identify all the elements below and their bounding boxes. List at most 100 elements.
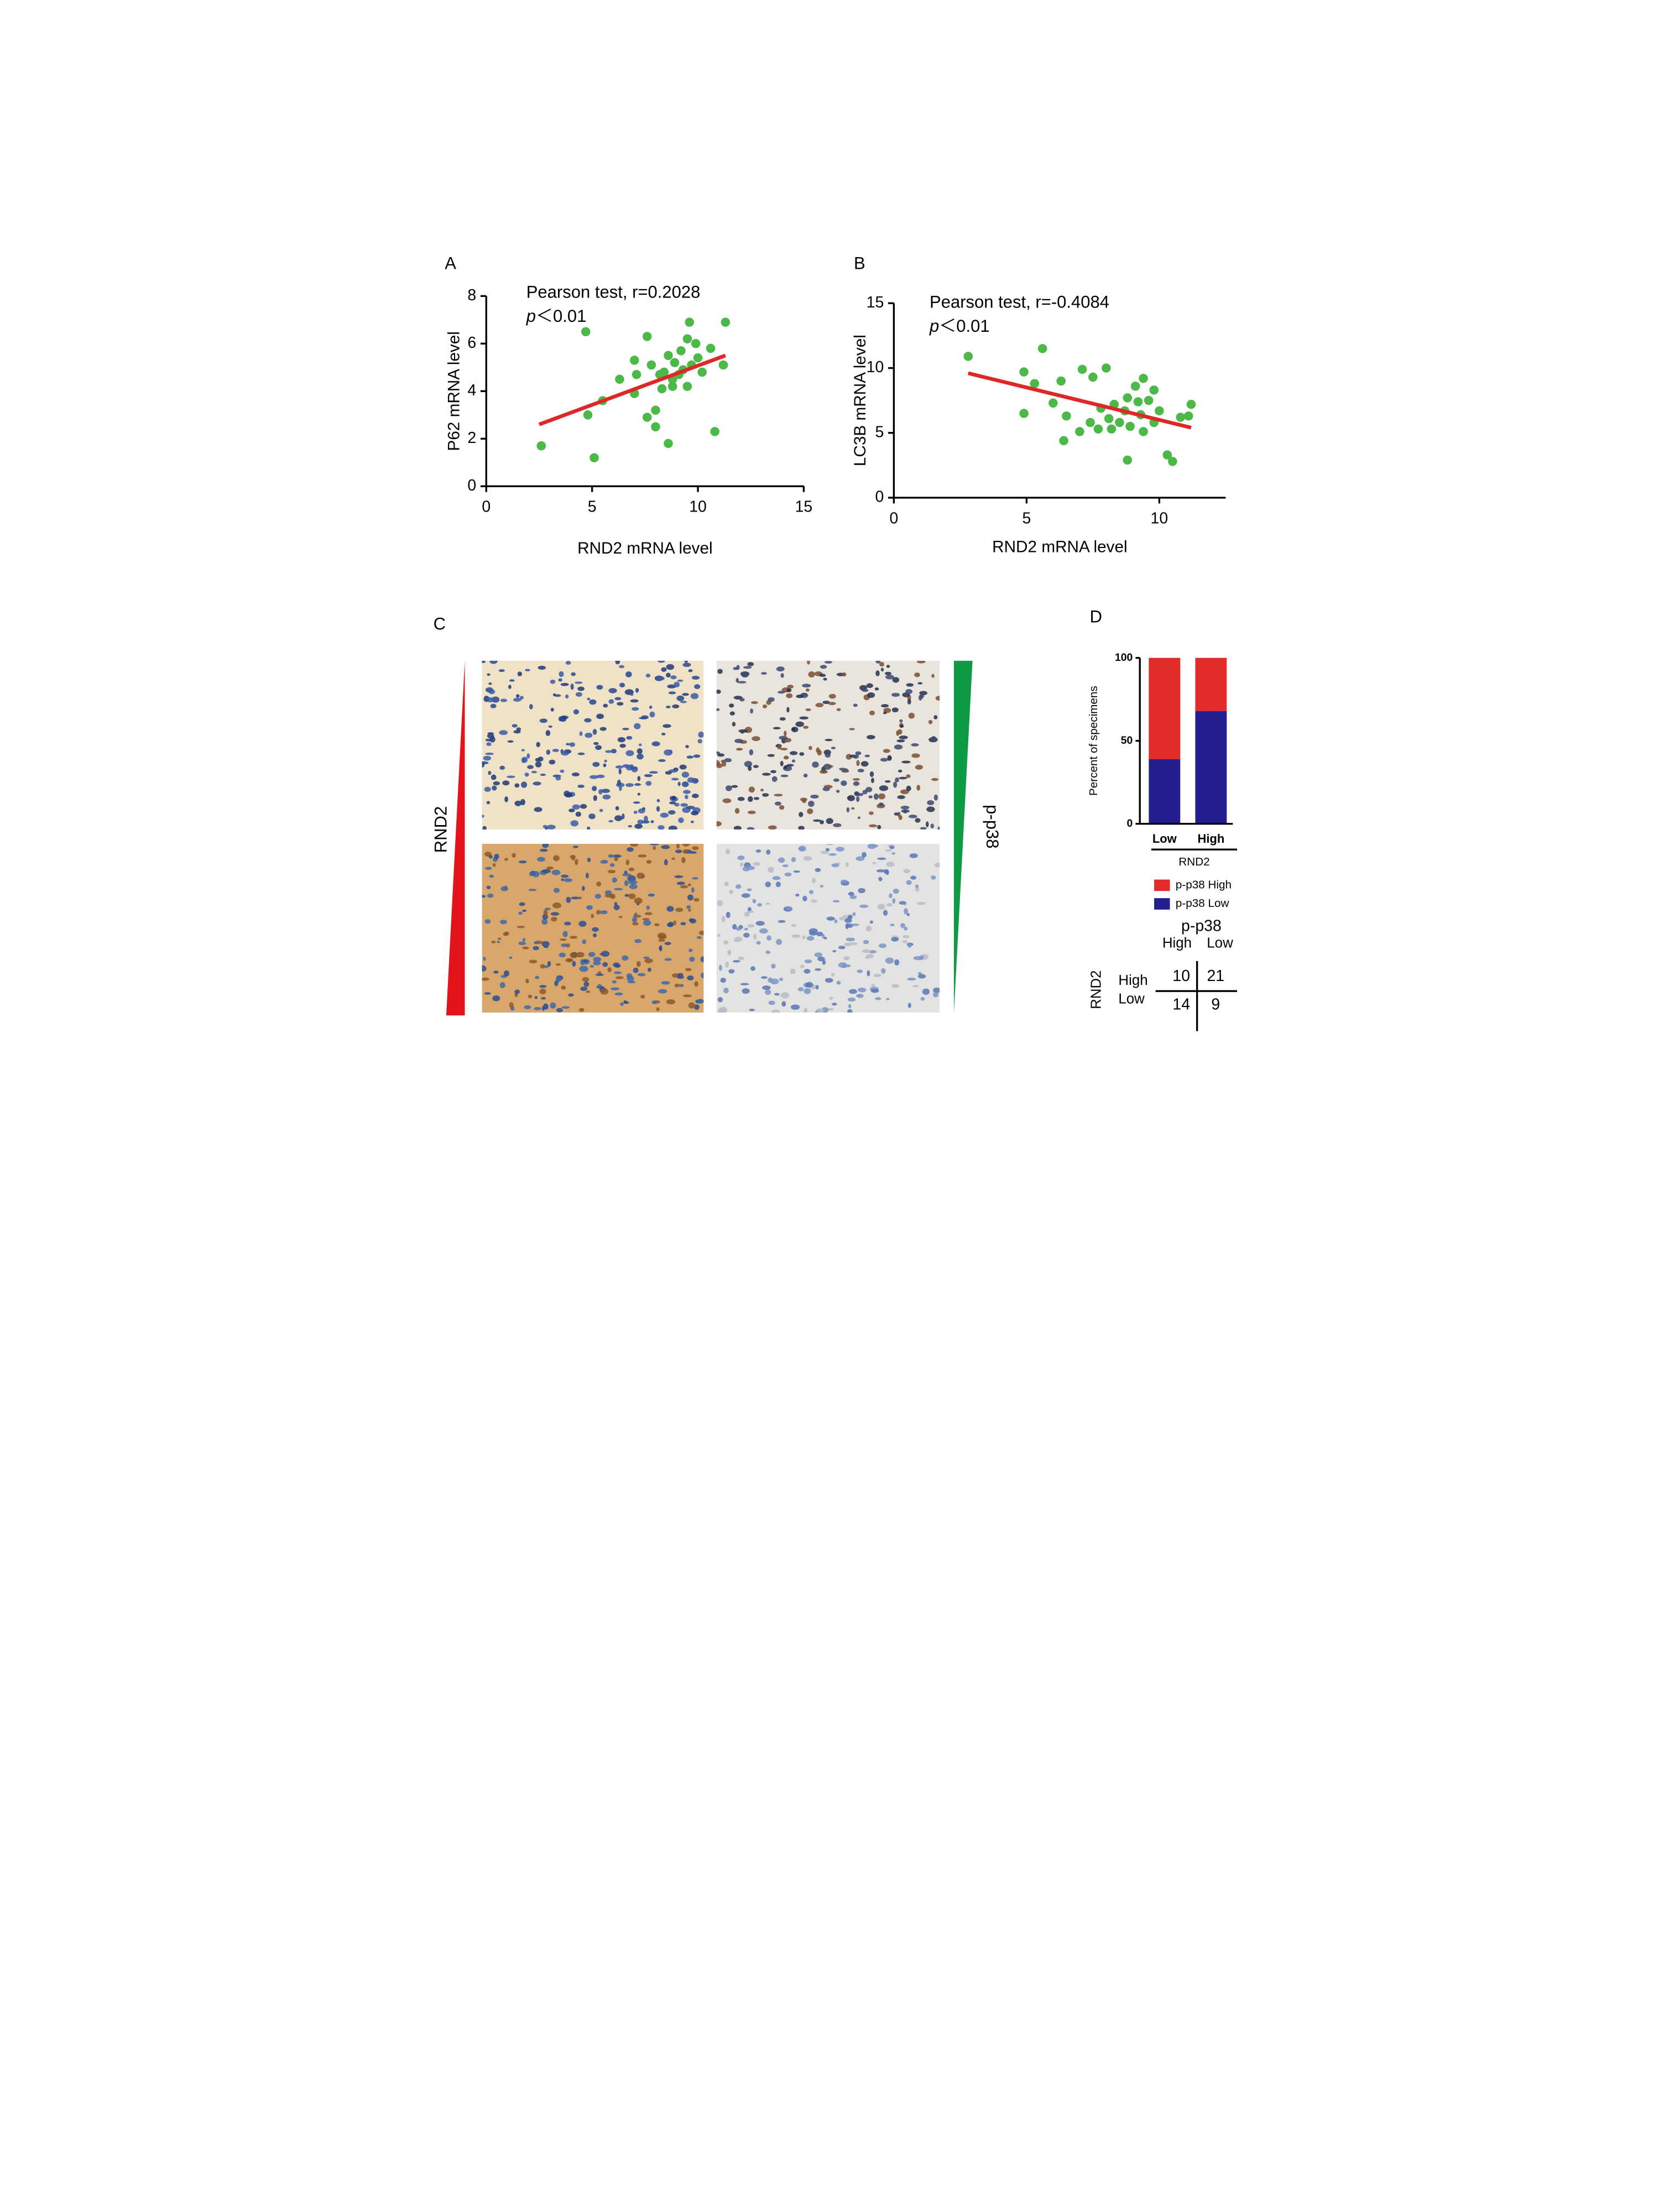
nucleus (738, 956, 744, 961)
nucleus (698, 731, 704, 738)
nucleus (482, 895, 486, 898)
nucleus (768, 697, 775, 702)
nucleus (857, 816, 861, 819)
nucleus (828, 693, 836, 699)
nucleus (668, 810, 676, 815)
nucleus (647, 967, 651, 972)
nucleus (671, 857, 675, 860)
nucleus (584, 718, 592, 723)
nucleus (598, 789, 603, 795)
nucleus (641, 820, 650, 824)
nucleus (724, 758, 732, 763)
nucleus (529, 872, 533, 877)
nucleus (786, 906, 792, 910)
nucleus (717, 753, 725, 757)
nucleus (639, 743, 642, 747)
nucleus (601, 951, 610, 957)
nucleus (750, 701, 758, 705)
nucleus (873, 974, 881, 977)
nucleus (640, 994, 645, 999)
nucleus (507, 740, 514, 743)
nucleus (857, 969, 863, 973)
nucleus (630, 699, 639, 703)
nucleus (680, 885, 688, 889)
nucleus (749, 1009, 755, 1011)
nucleus (716, 689, 721, 694)
nucleus (803, 856, 812, 861)
nucleus (762, 985, 771, 990)
nucleus (604, 750, 613, 753)
nucleus (571, 896, 580, 900)
point (632, 369, 641, 379)
nucleus (753, 765, 759, 768)
nucleus (838, 962, 847, 968)
nucleus (800, 797, 807, 802)
nucleus (846, 937, 855, 942)
nucleus (666, 705, 671, 709)
nucleus (677, 973, 684, 977)
nucleus (786, 693, 793, 698)
nucleus (787, 685, 794, 689)
nucleus (487, 673, 491, 676)
nucleus (656, 806, 660, 812)
nucleus (834, 919, 838, 924)
nucleus (750, 966, 756, 971)
nucleus (556, 1008, 563, 1013)
nucleus (514, 989, 520, 994)
nucleus (615, 976, 624, 979)
nucleus (493, 781, 500, 786)
nucleus (733, 826, 742, 830)
nucleus (633, 810, 638, 814)
nucleus (638, 854, 647, 858)
nucleus (694, 684, 701, 689)
point (710, 427, 719, 436)
nucleus (720, 978, 726, 983)
nucleus (619, 682, 625, 688)
nucleus (776, 938, 782, 945)
nucleus (735, 927, 742, 931)
nucleus (593, 957, 602, 962)
x-axis-label: RND2 mRNA level (992, 538, 1128, 556)
nucleus (508, 685, 512, 689)
nucleus (599, 910, 608, 915)
nucleus (676, 695, 685, 701)
nucleus (865, 955, 870, 959)
nucleus (812, 761, 819, 768)
nucleus (619, 665, 625, 669)
nucleus (521, 749, 525, 752)
panel-label: A (445, 254, 456, 273)
nucleus (856, 760, 860, 766)
nucleus (550, 912, 560, 916)
nucleus (620, 1002, 624, 1006)
y-tick-label: 0 (1126, 817, 1133, 830)
nucleus (644, 774, 653, 778)
nucleus (902, 935, 910, 938)
nucleus (729, 703, 734, 708)
nucleus (687, 777, 695, 783)
nucleus (568, 993, 574, 997)
nucleus (558, 678, 562, 682)
nucleus (838, 946, 846, 950)
nucleus (784, 872, 792, 877)
nucleus (920, 693, 925, 698)
nucleus (737, 797, 745, 801)
nucleus (906, 913, 910, 916)
nucleus (772, 876, 781, 880)
nucleus (680, 803, 688, 807)
nucleus (539, 985, 547, 988)
y-tick-label: 5 (875, 423, 884, 441)
nucleus (656, 799, 660, 802)
nucleus (897, 795, 905, 799)
point (1183, 411, 1193, 421)
y-axis-label: Percent of specimens (1087, 686, 1100, 796)
nucleus (484, 867, 492, 870)
nucleus (514, 800, 522, 806)
nucleus (488, 855, 493, 859)
nucleus (509, 1002, 514, 1008)
nucleus (685, 745, 689, 748)
nucleus (499, 982, 505, 988)
nucleus (608, 820, 614, 823)
nucleus (555, 776, 561, 781)
x-tick-label: 0 (889, 509, 898, 527)
nucleus (503, 970, 510, 977)
